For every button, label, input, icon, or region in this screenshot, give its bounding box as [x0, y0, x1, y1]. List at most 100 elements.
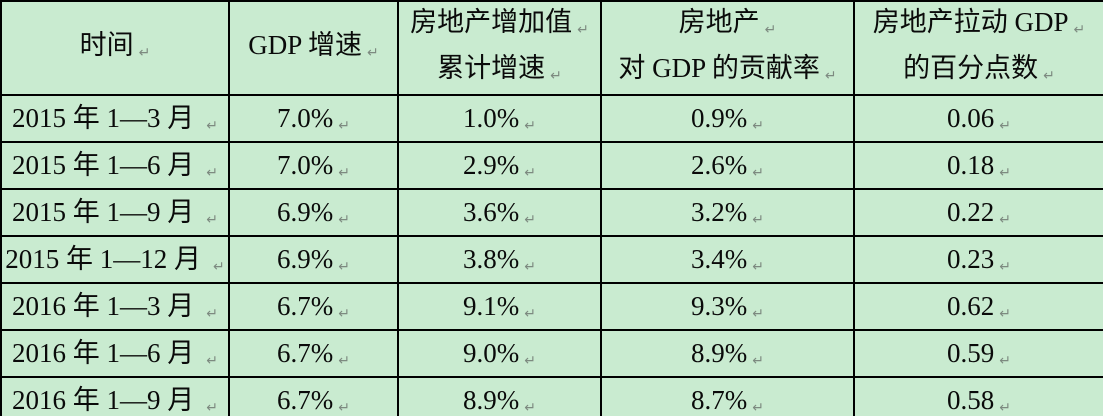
table-cell-percentage-points: 0.23 ↵: [853, 235, 1103, 284]
paragraph-mark-icon: ↵: [338, 400, 350, 416]
table-cell-contribution-rate: 9.3% ↵: [600, 282, 855, 331]
cell-value: 3.8%: [463, 244, 520, 275]
cell-value: 6.9%: [277, 197, 334, 228]
table-cell-gdp-growth: 7.0% ↵: [228, 94, 399, 143]
table-cell-time: 2016 年 1—9 月 ↵: [0, 376, 230, 416]
cell-value: 8.9%: [691, 338, 748, 369]
table-cell-realestate-growth: 2.9% ↵: [397, 141, 602, 190]
cell-value: 0.23: [947, 244, 995, 275]
paragraph-mark-icon: ↵: [338, 259, 350, 276]
table-row: 2016 年 1—9 月 ↵ 6.7% ↵ 8.9% ↵ 8.7% ↵ 0.58 ↵: [0, 376, 1103, 416]
cell-value: 3.2%: [691, 197, 748, 228]
cell-value: 1.0%: [463, 103, 520, 134]
table-cell-contribution-rate: 2.6% ↵: [600, 141, 855, 190]
table-cell-realestate-growth: 3.8% ↵: [397, 235, 602, 284]
paragraph-mark-icon: ↵: [999, 353, 1011, 370]
header-label: 时间: [79, 30, 134, 60]
cell-value: 0.18: [947, 150, 995, 181]
paragraph-mark-icon: ↵: [1073, 22, 1086, 38]
column-header-realestate-added-value-growth: 房地产增加值 ↵ 累计增速 ↵: [397, 0, 602, 96]
paragraph-mark-icon: ↵: [550, 68, 562, 84]
cell-value: 9.0%: [463, 338, 520, 369]
cell-value: 2015 年 1—9 月: [12, 197, 195, 228]
table-cell-realestate-growth: 1.0% ↵: [397, 94, 602, 143]
paragraph-mark-icon: ↵: [338, 165, 350, 182]
paragraph-mark-icon: ↵: [338, 212, 350, 229]
cell-value: 2.9%: [463, 150, 520, 181]
cell-value: 2015 年 1—6 月: [12, 150, 195, 181]
table-cell-percentage-points: 0.62 ↵: [853, 282, 1103, 331]
table-cell-gdp-growth: 6.7% ↵: [228, 329, 399, 378]
cell-value: 0.58: [947, 385, 995, 416]
table-cell-contribution-rate: 8.9% ↵: [600, 329, 855, 378]
paragraph-mark-icon: ↵: [999, 400, 1011, 416]
header-row: 时间 ↵ GDP 增速 ↵ 房地产增加值 ↵ 累计增速 ↵ 房地产 ↵ 对 GDP 的贡献…: [0, 0, 1103, 96]
paragraph-mark-icon: ↵: [367, 45, 379, 61]
cell-value: 9.1%: [463, 291, 520, 322]
paragraph-mark-icon: ↵: [752, 118, 764, 135]
cell-value: 3.6%: [463, 197, 520, 228]
header-label: 房地产拉动 GDP: [872, 7, 1069, 37]
paragraph-mark-icon: ↵: [206, 306, 218, 323]
cell-value: 8.9%: [463, 385, 520, 416]
cell-value: 6.9%: [277, 244, 334, 275]
paragraph-mark-icon: ↵: [999, 306, 1011, 323]
cell-value: 9.3%: [691, 291, 748, 322]
header-label: GDP 增速: [248, 30, 363, 60]
cell-value: 2016 年 1—3 月: [12, 291, 195, 322]
table-cell-percentage-points: 0.58 ↵: [853, 376, 1103, 416]
table-cell-gdp-growth: 7.0% ↵: [228, 141, 399, 190]
header-label: 的百分点数: [903, 53, 1039, 83]
table-cell-contribution-rate: 0.9% ↵: [600, 94, 855, 143]
paragraph-mark-icon: ↵: [524, 306, 536, 323]
column-header-contribution-rate: 房地产 ↵ 对 GDP 的贡献率 ↵: [600, 0, 855, 96]
cell-value: 0.59: [947, 338, 995, 369]
paragraph-mark-icon: ↵: [138, 45, 151, 61]
paragraph-mark-icon: ↵: [524, 165, 536, 182]
paragraph-mark-icon: ↵: [213, 259, 225, 276]
cell-value: 2.6%: [691, 150, 748, 181]
table-cell-time: 2015 年 1—3 月 ↵: [0, 94, 230, 143]
paragraph-mark-icon: ↵: [338, 306, 350, 323]
cell-value: 2015 年 1—3 月: [12, 103, 195, 134]
paragraph-mark-icon: ↵: [577, 22, 589, 38]
paragraph-mark-icon: ↵: [752, 306, 764, 323]
table-cell-time: 2016 年 1—6 月 ↵: [0, 329, 230, 378]
table-cell-percentage-points: 0.06 ↵: [853, 94, 1103, 143]
cell-value: 8.7%: [691, 385, 748, 416]
paragraph-mark-icon: ↵: [999, 165, 1011, 182]
table-cell-percentage-points: 0.22 ↵: [853, 188, 1103, 237]
table-row: 2015 年 1—3 月 ↵ 7.0% ↵ 1.0% ↵ 0.9% ↵ 0.06 ↵: [0, 94, 1103, 143]
paragraph-mark-icon: ↵: [206, 165, 218, 182]
cell-value: 0.62: [947, 291, 995, 322]
paragraph-mark-icon: ↵: [752, 353, 764, 370]
table-row: 2016 年 1—6 月 ↵ 6.7% ↵ 9.0% ↵ 8.9% ↵ 0.59 ↵: [0, 329, 1103, 378]
header-label: 房地产增加值: [410, 7, 573, 37]
table-cell-gdp-growth: 6.7% ↵: [228, 376, 399, 416]
table-cell-percentage-points: 0.59 ↵: [853, 329, 1103, 378]
table-cell-time: 2015 年 1—6 月 ↵: [0, 141, 230, 190]
cell-value: 2016 年 1—9 月: [12, 385, 195, 416]
paragraph-mark-icon: ↵: [524, 400, 536, 416]
cell-value: 0.9%: [691, 103, 748, 134]
paragraph-mark-icon: ↵: [1043, 68, 1055, 84]
paragraph-mark-icon: ↵: [524, 212, 536, 229]
paragraph-mark-icon: ↵: [999, 259, 1011, 276]
table-cell-contribution-rate: 3.2% ↵: [600, 188, 855, 237]
paragraph-mark-icon: ↵: [824, 68, 837, 84]
table-cell-gdp-growth: 6.9% ↵: [228, 235, 399, 284]
paragraph-mark-icon: ↵: [752, 400, 764, 416]
cell-value: 6.7%: [277, 385, 334, 416]
table-cell-realestate-growth: 3.6% ↵: [397, 188, 602, 237]
table-cell-gdp-growth: 6.7% ↵: [228, 282, 399, 331]
cell-value: 7.0%: [277, 103, 334, 134]
paragraph-mark-icon: ↵: [752, 259, 764, 276]
table-row: 2015 年 1—12 月 ↵ 6.9% ↵ 3.8% ↵ 3.4% ↵ 0.23 ↵: [0, 235, 1103, 284]
cell-value: 3.4%: [691, 244, 748, 275]
header-label: 房地产: [678, 7, 760, 37]
table-cell-time: 2015 年 1—9 月 ↵: [0, 188, 230, 237]
paragraph-mark-icon: ↵: [338, 353, 350, 370]
paragraph-mark-icon: ↵: [524, 353, 536, 370]
